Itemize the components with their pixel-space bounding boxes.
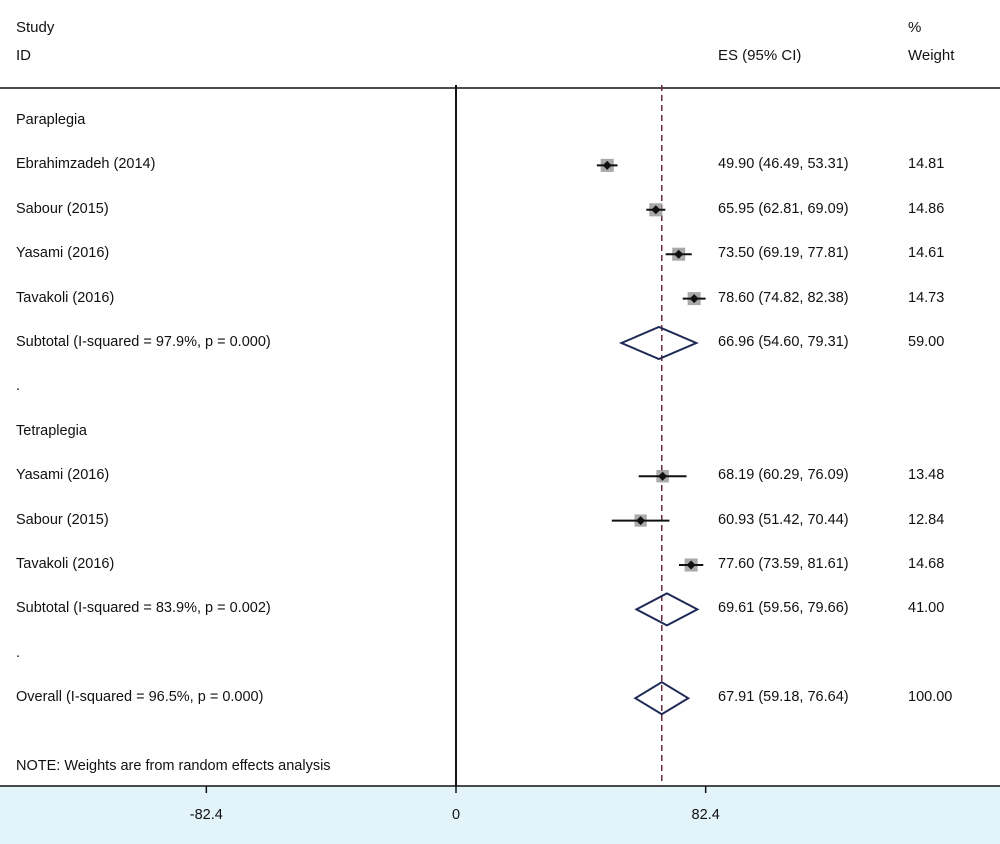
header-study: Study	[16, 19, 55, 36]
x-tick-label: -82.4	[189, 807, 223, 823]
study-point-estimate	[658, 471, 668, 481]
study-weight-value: 13.48	[908, 467, 945, 484]
subtotal-diamond	[634, 592, 700, 627]
study-weight-value: 12.84	[908, 511, 945, 528]
overall-label: Overall (I-squared = 96.5%, p = 0.000)	[16, 689, 264, 706]
study-point-estimate	[602, 160, 612, 170]
subtotal-diamond	[618, 325, 699, 361]
header-id: ID	[16, 47, 31, 64]
study-weight-value: 14.81	[908, 156, 945, 173]
x-tick-label: 0	[451, 807, 461, 823]
axis-band	[0, 786, 1000, 844]
overall-diamond	[633, 681, 691, 716]
overall-weight-value: 100.00	[908, 689, 953, 706]
study-label: Tavakoli (2016)	[16, 556, 115, 572]
study-point-estimate	[689, 294, 699, 304]
study-es-value: 73.50 (69.19, 77.81)	[718, 245, 849, 262]
study-es-value: 65.95 (62.81, 69.09)	[718, 200, 849, 217]
footnote: NOTE: Weights are from random effects an…	[16, 758, 331, 774]
subtotal-weight-value: 41.00	[908, 600, 945, 617]
study-es-value: 77.60 (73.59, 81.61)	[718, 556, 849, 572]
subtotal-es-value: 66.96 (54.60, 79.31)	[718, 334, 849, 350]
header-weight: Weight	[908, 47, 955, 64]
subtotal-label: Subtotal (I-squared = 83.9%, p = 0.002)	[16, 600, 271, 617]
group-label: Tetraplegia	[16, 422, 87, 439]
header-es: ES (95% CI)	[718, 47, 802, 64]
header-percent: %	[908, 19, 922, 36]
study-es-value: 68.19 (60.29, 76.09)	[718, 467, 849, 484]
study-weight-value: 14.73	[908, 289, 945, 306]
group-label: Paraplegia	[16, 112, 86, 128]
study-label: Sabour (2015)	[16, 511, 109, 528]
overall-es-value: 67.91 (59.18, 76.64)	[718, 689, 849, 706]
x-tick-label: 82.4	[691, 807, 720, 823]
study-weight-value: 14.86	[908, 200, 945, 217]
study-label: Sabour (2015)	[16, 200, 109, 217]
study-weight-value: 14.68	[908, 556, 945, 572]
study-label: Yasami (2016)	[16, 467, 110, 484]
study-label: Yasami (2016)	[16, 245, 110, 262]
study-label: Ebrahimzadeh (2014)	[16, 156, 156, 173]
study-point-estimate	[651, 205, 661, 215]
subtotal-label: Subtotal (I-squared = 97.9%, p = 0.000)	[16, 334, 271, 350]
study-es-value: 49.90 (46.49, 53.31)	[718, 156, 849, 173]
study-es-value: 78.60 (74.82, 82.38)	[718, 289, 849, 306]
study-label: Tavakoli (2016)	[16, 289, 115, 306]
study-weight-value: 14.61	[908, 245, 945, 262]
spacer-label: .	[16, 378, 21, 395]
study-es-value: 60.93 (51.42, 70.44)	[718, 511, 849, 528]
study-point-estimate	[636, 516, 646, 526]
subtotal-es-value: 69.61 (59.56, 79.66)	[718, 600, 849, 617]
spacer-label: .	[16, 644, 21, 661]
subtotal-weight-value: 59.00	[908, 334, 945, 350]
study-point-estimate	[674, 249, 684, 259]
study-point-estimate	[686, 560, 696, 570]
